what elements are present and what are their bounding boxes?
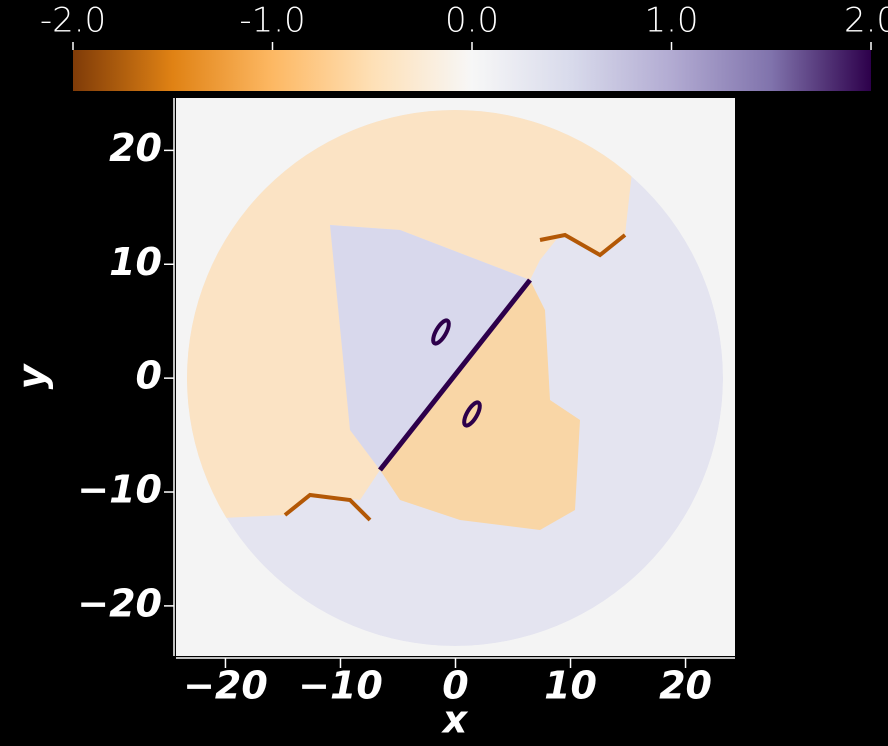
region bbox=[187, 110, 640, 520]
colorbar-tick-label: 0.0 bbox=[445, 1, 499, 41]
y-tick-label: 10 bbox=[109, 240, 162, 284]
colorbar bbox=[73, 50, 871, 91]
colorbar-tick-label: -1.0 bbox=[239, 1, 305, 41]
ridge bbox=[539, 232, 627, 258]
x-tick-label: −10 bbox=[298, 664, 383, 708]
x-tick-label: 20 bbox=[659, 664, 712, 708]
x-tick-label: 0 bbox=[442, 664, 468, 708]
vortex bbox=[431, 318, 451, 346]
y-tick-label: −10 bbox=[77, 468, 162, 512]
region bbox=[330, 225, 530, 470]
x-axis-label: x bbox=[441, 698, 469, 742]
ridge bbox=[378, 278, 532, 472]
colorbar-tick-label: -2.0 bbox=[40, 1, 106, 41]
y-tick-label: −20 bbox=[77, 581, 162, 625]
colorbar-tick-label: 2.0 bbox=[844, 1, 888, 41]
colorbar-tick-label: 1.0 bbox=[644, 1, 698, 41]
field-regions bbox=[187, 110, 723, 646]
x-tick-label: 10 bbox=[544, 664, 597, 708]
heatmap-field bbox=[176, 98, 735, 656]
y-axis-label: y bbox=[10, 362, 54, 389]
vortex bbox=[462, 400, 482, 428]
y-tick-label: 0 bbox=[136, 354, 162, 398]
y-tick-label: 20 bbox=[109, 126, 162, 170]
x-tick-label: −20 bbox=[183, 664, 268, 708]
ridge bbox=[283, 492, 372, 522]
